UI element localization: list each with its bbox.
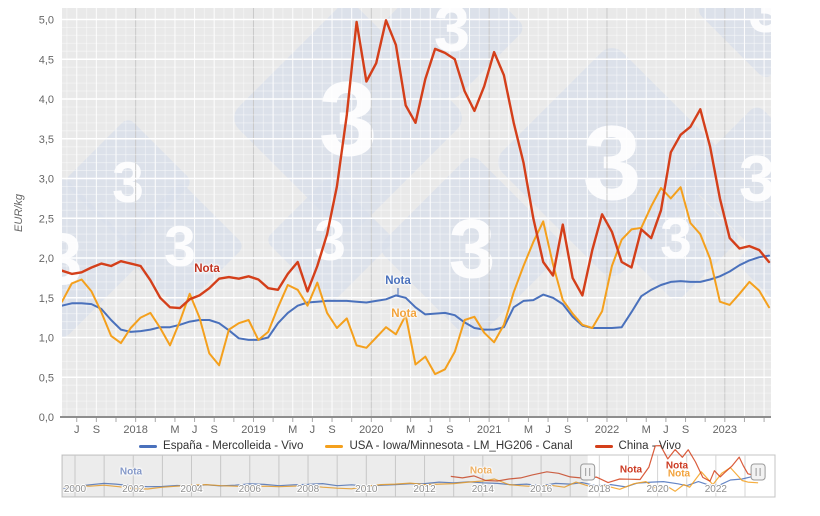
navigator-year-label: 2000 [64,484,87,495]
navigator-mask [62,455,588,497]
y-axis-title: EUR/kg [13,194,25,232]
navigator-series-china [450,445,759,484]
x-axis-label: M [170,424,179,436]
y-axis-label: 4,5 [39,54,54,66]
series-line-china[interactable] [62,19,771,310]
legend-item-china[interactable]: China - Vivo [594,440,681,452]
y-axis-label: 1,0 [39,333,54,345]
x-axis-label: J [427,424,433,436]
navigator-nota-annotation[interactable]: Nota [469,465,493,477]
y-axis-label: 1,5 [39,293,54,305]
navigator-nota-annotation[interactable]: Nota [665,460,689,472]
watermark-3-glyph: 3 [749,0,783,46]
watermark-333-diamond-icon [234,8,462,232]
watermark-3-glyph: 3 [449,202,496,296]
x-axis-label: S [446,424,453,436]
navigator[interactable]: 2000 2002 2004 2006 2008 2010 2012 2014 2016 2018… [62,445,766,497]
legend-item-espana[interactable]: España - Mercolleida - Vivo [139,440,303,452]
x-axis-label: S [93,424,100,436]
navigator-year-label: 2004 [180,484,203,495]
legend: España - Mercolleida - Vivo USA - Iowa/Mi… [0,440,820,452]
watermark-333-diamond-icon [381,8,523,99]
navigator-year-label: 2016 [530,484,553,495]
series-line-usa[interactable] [62,186,770,376]
y-axis-label: 0,0 [39,412,54,424]
y-axis-label: 5,0 [39,15,54,27]
navigator-handle-right[interactable] [750,463,766,481]
navigator-year-label: 2018 [588,484,611,495]
navigator-year-label: 2006 [239,484,262,495]
x-axis-label: J [545,424,551,436]
legend-line-icon [139,444,158,448]
legend-line-icon [594,444,613,448]
x-axis-label: S [328,424,335,436]
legend-label: USA - Iowa/Minnesota - LM_HG206 - Canal [349,440,573,452]
navigator-year-label: 2002 [122,484,145,495]
watermark-3-glyph: 3 [112,151,144,215]
y-axis-label: 2,0 [39,253,54,265]
x-axis-label: 2018 [123,424,147,436]
x-axis-label: 2021 [477,424,501,436]
x-axis-label: 2022 [595,424,619,436]
watermark-3-glyph: 3 [42,218,83,300]
watermark-3-glyph: 3 [583,105,642,222]
x-axis-label: S [682,424,689,436]
navigator-nota-annotation[interactable]: Nota [667,468,691,480]
x-axis-label: J [192,424,198,436]
navigator-year-label: 2010 [355,484,378,495]
navigator-year-label: 2020 [646,484,669,495]
x-axis-label: M [642,424,651,436]
watermark-3-glyph: 3 [27,202,53,254]
x-axis-label: J [310,424,316,436]
legend-item-usa[interactable]: USA - Iowa/Minnesota - LM_HG206 - Canal [325,440,573,452]
navigator-track[interactable] [61,454,776,498]
main-nota-annotation[interactable]: Nota [391,308,417,320]
navigator-nota-annotation[interactable]: Nota [119,466,143,478]
watermark-3-glyph: 3 [164,215,196,279]
x-axis-label: J [663,424,669,436]
navigator-nota-annotation[interactable]: Nota [619,464,643,476]
x-axis-label: 2023 [713,424,737,436]
navigator-year-label: 2008 [297,484,320,495]
gridlines [62,8,771,417]
main-nota-annotation[interactable]: Nota [385,275,411,287]
navigator-year-label: 2014 [472,484,495,495]
legend-label: España - Mercolleida - Vivo [163,440,304,452]
y-axis-label: 0,5 [39,372,54,384]
navigator-series-usa [63,467,759,492]
legend-line-icon [325,444,344,448]
watermark-333-diamond-icon [268,178,392,302]
watermark-3-glyph: 3 [789,229,820,298]
x-axis-label: S [211,424,218,436]
watermark-333-diamond-icon [614,176,738,300]
navigator-year-label: 2012 [413,484,436,495]
x-axis-label: M [524,424,533,436]
y-axis-label: 3,0 [39,174,54,186]
y-axis-label: 3,5 [39,134,54,146]
watermark-333-diamond-icon [699,8,771,77]
main-nota-annotation[interactable]: Nota [194,263,220,275]
x-axis-label: J [74,424,80,436]
watermark-333-diamond-icon [381,157,563,339]
x-axis-label: M [288,424,297,436]
navigator-handle-left[interactable] [580,463,596,481]
x-axis-label: M [406,424,415,436]
y-axis-label: 4,0 [39,94,54,106]
navigator-year-label: 2022 [705,484,728,495]
x-axis-label: 2020 [359,424,383,436]
series-line-espana[interactable] [62,254,770,341]
y-axis-label: 2,5 [39,213,54,225]
x-axis-label: S [564,424,571,436]
watermark-3-glyph: 3 [434,0,470,65]
legend-label: China - Vivo [618,440,681,452]
x-axis-label: 2019 [241,424,265,436]
